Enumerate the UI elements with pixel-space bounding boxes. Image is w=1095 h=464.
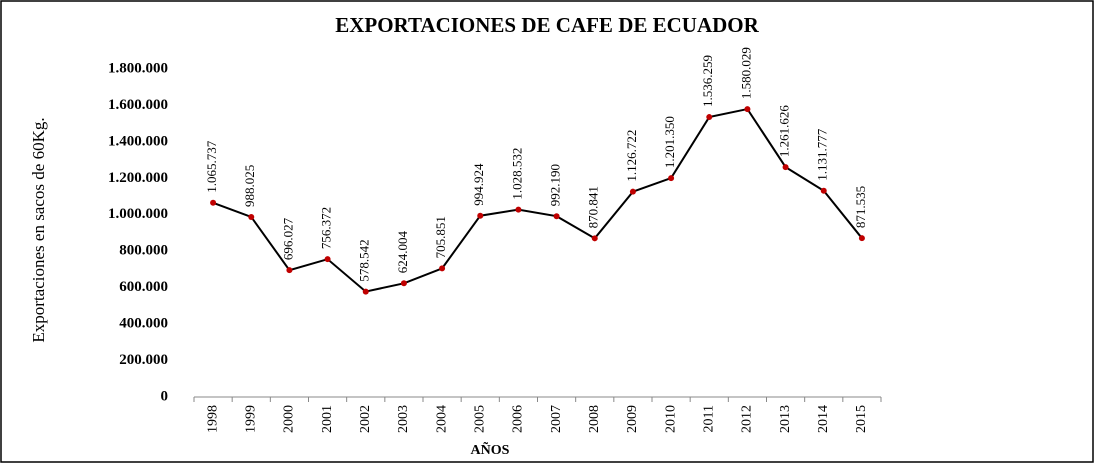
- data-label: 988.025: [242, 165, 257, 207]
- data-label: 1.580.029: [738, 47, 753, 99]
- data-label: 1.261.626: [777, 105, 792, 158]
- marker: [591, 235, 598, 242]
- line: [212, 107, 863, 293]
- y-axis-label: Exportaciones en sacos de 60Kg.: [29, 117, 48, 342]
- marker: [439, 265, 446, 272]
- marker: [248, 213, 255, 220]
- x-tick-label: 1998: [205, 405, 220, 433]
- x-tick-label: 2011: [701, 405, 716, 432]
- y-tick-label: 1.400.000: [108, 133, 168, 149]
- marker: [706, 114, 713, 121]
- x-tick-label: 2006: [511, 405, 526, 433]
- data-label: 1.028.532: [509, 148, 524, 200]
- data-label: 870.841: [586, 186, 601, 228]
- y-tick-label: 0: [161, 388, 169, 404]
- marker: [858, 235, 865, 242]
- x-tick-label: 2002: [358, 405, 373, 433]
- marker: [629, 188, 636, 195]
- x-tick-label: 1999: [243, 405, 258, 433]
- y-tick-label: 1.200.000: [108, 170, 168, 186]
- marker: [668, 175, 675, 182]
- marker: [515, 206, 522, 213]
- x-tick-label: 2007: [549, 405, 564, 433]
- data-label: 1.201.350: [662, 116, 677, 168]
- data-label: 1.131.777: [815, 128, 830, 181]
- marker: [210, 199, 217, 206]
- y-tick-label: 800.000: [119, 243, 168, 259]
- x-tick-label: 2008: [587, 405, 602, 433]
- data-label: 992.190: [548, 164, 563, 206]
- data-label: 1.536.259: [700, 55, 715, 107]
- data-label: 994.924: [471, 163, 486, 206]
- y-tick-label: 600.000: [119, 279, 168, 295]
- data-label: 696.027: [280, 217, 295, 260]
- y-tick-label: 1.000.000: [108, 206, 168, 222]
- marker: [820, 187, 827, 194]
- marker: [324, 256, 331, 263]
- y-tick-label: 1.600.000: [108, 97, 168, 113]
- x-tick-label: 2004: [434, 405, 449, 433]
- marker: [744, 106, 751, 113]
- x-axis-label: AÑOS: [471, 440, 510, 458]
- x-tick-label: 2001: [320, 405, 335, 433]
- data-label: 1.126.722: [624, 130, 639, 182]
- y-tick-label: 400.000: [119, 316, 168, 332]
- marker: [286, 267, 293, 274]
- y-tick-label: 200.000: [119, 352, 168, 368]
- data-label: 578.542: [357, 239, 372, 281]
- y-tick-label: 1.800.000: [108, 60, 168, 76]
- marker: [477, 212, 484, 219]
- marker: [553, 213, 560, 220]
- data-label: 1.065.737: [204, 140, 219, 193]
- chart-title: EXPORTACIONES DE CAFE DE ECUADOR: [335, 13, 759, 37]
- x-tick-label: 2003: [396, 405, 411, 433]
- data-label: 705.851: [433, 216, 448, 258]
- data-label: 871.535: [853, 186, 868, 228]
- x-tick-label: 2000: [282, 405, 297, 433]
- x-tick-label: 2013: [778, 405, 793, 433]
- data-label: 624.004: [395, 231, 410, 274]
- x-tick-label: 2009: [625, 405, 640, 433]
- marker: [782, 164, 789, 171]
- x-tick-label: 2005: [472, 405, 487, 433]
- marker: [400, 280, 407, 287]
- x-tick-label: 2010: [663, 405, 678, 433]
- x-tick-label: 2015: [854, 405, 869, 433]
- data-label: 756.372: [319, 207, 334, 249]
- marker: [362, 288, 369, 295]
- x-tick-label: 2014: [816, 405, 831, 433]
- x-tick-label: 2012: [740, 405, 755, 433]
